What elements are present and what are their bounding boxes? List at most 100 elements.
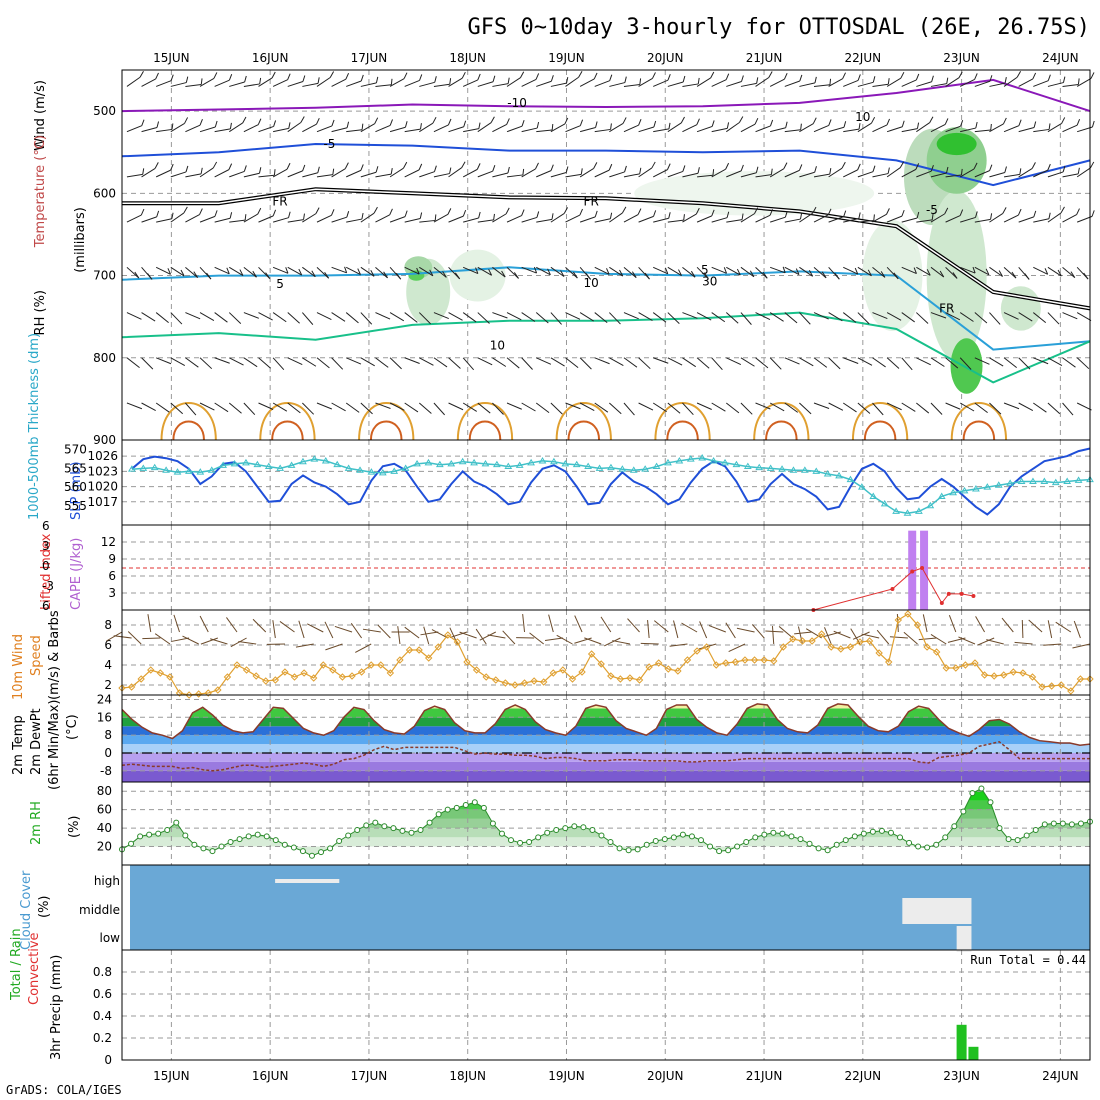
rh-point <box>670 834 677 841</box>
wind-barb-flag <box>871 116 876 124</box>
ylabel-cloud: Cloud Cover (%) <box>19 870 52 950</box>
wind-barb <box>843 357 859 364</box>
wind-barb <box>243 357 258 368</box>
warm-contour-inner <box>765 420 798 441</box>
wind-barb-flag <box>258 167 262 174</box>
warm-contour <box>259 402 316 441</box>
wind-barb-flag <box>507 166 510 174</box>
wind-barb <box>170 402 184 415</box>
wind-barb <box>916 122 930 133</box>
rh-point <box>218 843 225 850</box>
temperature-contour-line <box>121 142 1091 187</box>
rh-tick-label: 80 <box>97 784 112 798</box>
wind-barb <box>433 402 446 416</box>
stability-panel: 3 6 9 12 6 3 0 -3 6 <box>42 519 1091 613</box>
wind-barb <box>375 84 392 87</box>
wind-barb <box>974 266 990 276</box>
wind-barb-flag <box>403 161 408 169</box>
wind-barb <box>360 266 375 277</box>
rh-point <box>308 852 315 859</box>
wind-barb-flag <box>521 120 525 127</box>
contour-label: 10 <box>584 276 599 290</box>
rh-point <box>697 837 704 844</box>
wind-barb-flag <box>916 211 920 219</box>
wind-barb-flag <box>298 268 303 276</box>
top-day-label: 21JUN <box>746 51 783 65</box>
wind-speed-marker <box>367 661 375 669</box>
wind-barb-flag <box>442 271 447 278</box>
rh-point <box>417 826 424 833</box>
wind-barb <box>682 124 698 133</box>
wind-barb <box>1047 171 1064 178</box>
wind-barb <box>653 620 669 633</box>
rh-point <box>553 826 560 833</box>
wind-barb-flag <box>1033 121 1037 128</box>
wind-barb-flag <box>199 118 203 126</box>
wind-barb <box>638 215 654 223</box>
warm-contour-inner <box>863 420 897 441</box>
wind-barb-flag <box>975 211 978 218</box>
wind-barb <box>974 170 990 178</box>
thickness-marker <box>185 467 193 474</box>
wind-barb-flag <box>477 73 481 81</box>
slp-tick-label: 1023 <box>87 464 118 478</box>
wind-barb <box>521 266 537 274</box>
wind-barb <box>375 357 389 368</box>
wind-speed-marker <box>607 672 615 680</box>
ylabel-temp2m-3: (6hr Min/Max) <box>47 700 62 790</box>
wind-barb <box>200 637 219 645</box>
wind-barb <box>945 174 962 178</box>
wind-barb <box>389 312 405 322</box>
wind-speed-marker <box>741 656 749 664</box>
wind-barb <box>708 625 726 633</box>
wind-barb <box>449 631 468 639</box>
wind-barb <box>682 266 696 278</box>
wind-barb <box>360 402 373 415</box>
rh-tick-label: 60 <box>97 803 112 817</box>
rh-point <box>200 845 207 852</box>
wind-barb-flag <box>1016 71 1022 78</box>
wind-speed-marker <box>1028 673 1037 681</box>
wind-barb-flag <box>449 78 452 85</box>
wind-barb <box>960 127 976 133</box>
wind-barb <box>287 266 302 276</box>
wind-barb <box>1018 312 1033 322</box>
wind-barb <box>550 212 565 223</box>
wind-speed-marker <box>904 610 912 618</box>
wind-barb-flag <box>834 272 840 280</box>
wind-barb <box>799 82 816 87</box>
wind-barb <box>389 78 405 87</box>
thickness-marker <box>264 462 273 470</box>
rh-point <box>281 841 288 848</box>
rh-point <box>625 847 632 854</box>
wind-barb <box>243 402 256 416</box>
warm-contour-inner <box>271 420 304 441</box>
wind-barb <box>726 219 743 223</box>
wind-barb <box>1033 169 1049 178</box>
wind-barb <box>142 637 161 640</box>
temperature-band <box>122 761 1090 771</box>
ylabel-millibars: (millibars) <box>73 207 88 273</box>
wind-barb-flag <box>140 208 145 216</box>
wind-barb <box>252 618 267 633</box>
wind-barb <box>521 357 533 370</box>
wind-barb <box>550 171 567 178</box>
wind-barb <box>623 312 639 320</box>
wind-barb <box>857 171 874 178</box>
wind-barb-flag <box>547 268 551 276</box>
wind-speed-marker <box>492 676 500 684</box>
wind-barb <box>375 402 391 409</box>
wind-barb <box>375 312 391 320</box>
wind-barb-flag <box>244 75 247 83</box>
wind-barb <box>404 312 418 323</box>
rh-point <box>137 833 144 840</box>
wind-barb-flag <box>303 213 305 220</box>
wind-barb <box>699 621 708 639</box>
wind-barb <box>901 312 915 323</box>
wind-barb <box>769 78 785 87</box>
precip-frame <box>121 949 1091 1061</box>
wind-barb <box>653 79 669 87</box>
wind-barb <box>638 126 655 133</box>
wind-barb <box>214 402 229 413</box>
wind-speed-marker <box>712 661 720 669</box>
